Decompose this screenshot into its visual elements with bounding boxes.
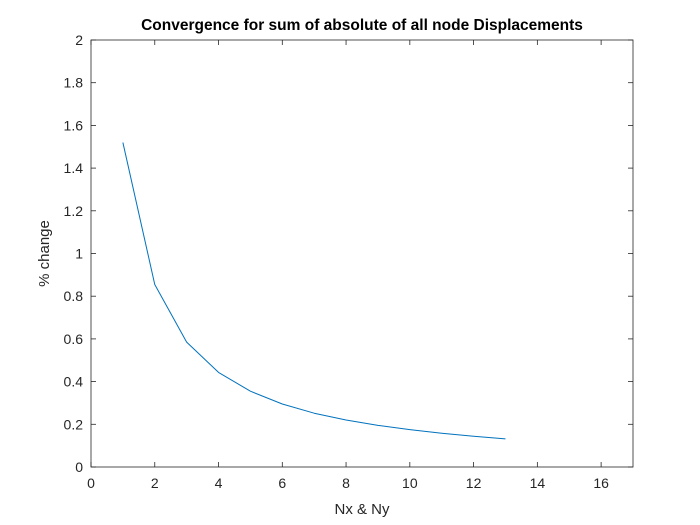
- y-tick-label: 0: [75, 459, 83, 475]
- x-tick-labels: 0 2 4 6 8 10 12 14 16: [87, 475, 609, 491]
- x-tick-label: 2: [151, 475, 159, 491]
- series-lines: [122, 142, 506, 440]
- x-tick-label: 14: [530, 475, 546, 491]
- y-tick-label: 1.6: [64, 117, 84, 133]
- plot-area: [91, 40, 633, 467]
- chart-title: Convergence for sum of absolute of all n…: [141, 17, 583, 34]
- x-axis-label: Nx & Ny: [334, 501, 390, 518]
- y-tick-label: 1.8: [64, 75, 84, 91]
- y-tick-label: 0.4: [64, 374, 84, 390]
- y-tick-labels: 0 0.2 0.4 0.6 0.8 1 1.2 1.4 1.6 1.8 2: [64, 32, 84, 475]
- x-tick-label: 16: [593, 475, 609, 491]
- y-tick-label: 0.8: [64, 288, 84, 304]
- y-axis-label: % change: [36, 220, 53, 287]
- x-tick-label: 6: [278, 475, 286, 491]
- x-tick-label: 0: [87, 475, 95, 491]
- x-tick-label: 12: [466, 475, 482, 491]
- y-tick-label: 2: [75, 32, 83, 48]
- x-tick-label: 8: [342, 475, 350, 491]
- x-tick-label: 10: [402, 475, 418, 491]
- y-tick-label: 0.6: [64, 331, 84, 347]
- y-tick-label: 1: [75, 246, 83, 262]
- axes-box: [90, 39, 634, 468]
- y-tick-label: 0.2: [64, 416, 84, 432]
- y-tick-label: 1.4: [64, 160, 84, 176]
- y-tick-label: 1.2: [64, 203, 84, 219]
- x-tick-label: 4: [215, 475, 223, 491]
- series-line: [122, 142, 506, 440]
